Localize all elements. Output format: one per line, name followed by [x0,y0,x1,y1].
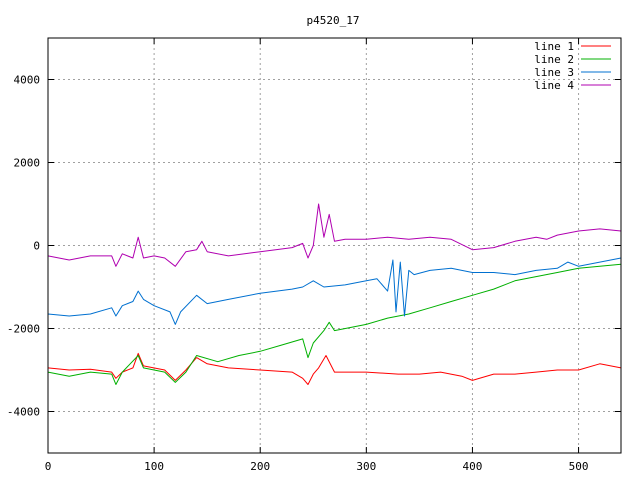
legend-label-3: line 3 [534,66,574,79]
series-line-2 [47,263,622,385]
series-line-4 [47,203,622,267]
x-tick-label: 300 [356,460,376,473]
plot-frame [47,37,622,454]
x-tick-label: 0 [45,460,52,473]
legend-label-2: line 2 [534,53,574,66]
plot-area [47,203,622,385]
x-tick-label: 200 [250,460,270,473]
legend-label-4: line 4 [534,79,574,92]
y-tick-label: -2000 [7,323,40,336]
x-tick-label: 400 [463,460,483,473]
y-tick-label: 2000 [14,157,41,170]
y-tick-label: 0 [33,240,40,253]
chart-title: p4520_17 [307,14,360,27]
axes: 0 100 200 300 400 500 -4000 -2000 0 2000 4000 [7,38,621,473]
x-tick-label: 100 [144,460,164,473]
y-tick-label: 4000 [14,74,41,87]
grid [48,38,621,453]
x-tick-label: 500 [569,460,589,473]
series-line-3 [47,257,622,325]
series-line-1 [47,352,622,385]
y-tick-label: -4000 [7,406,40,419]
legend-label-1: line 1 [534,40,574,53]
